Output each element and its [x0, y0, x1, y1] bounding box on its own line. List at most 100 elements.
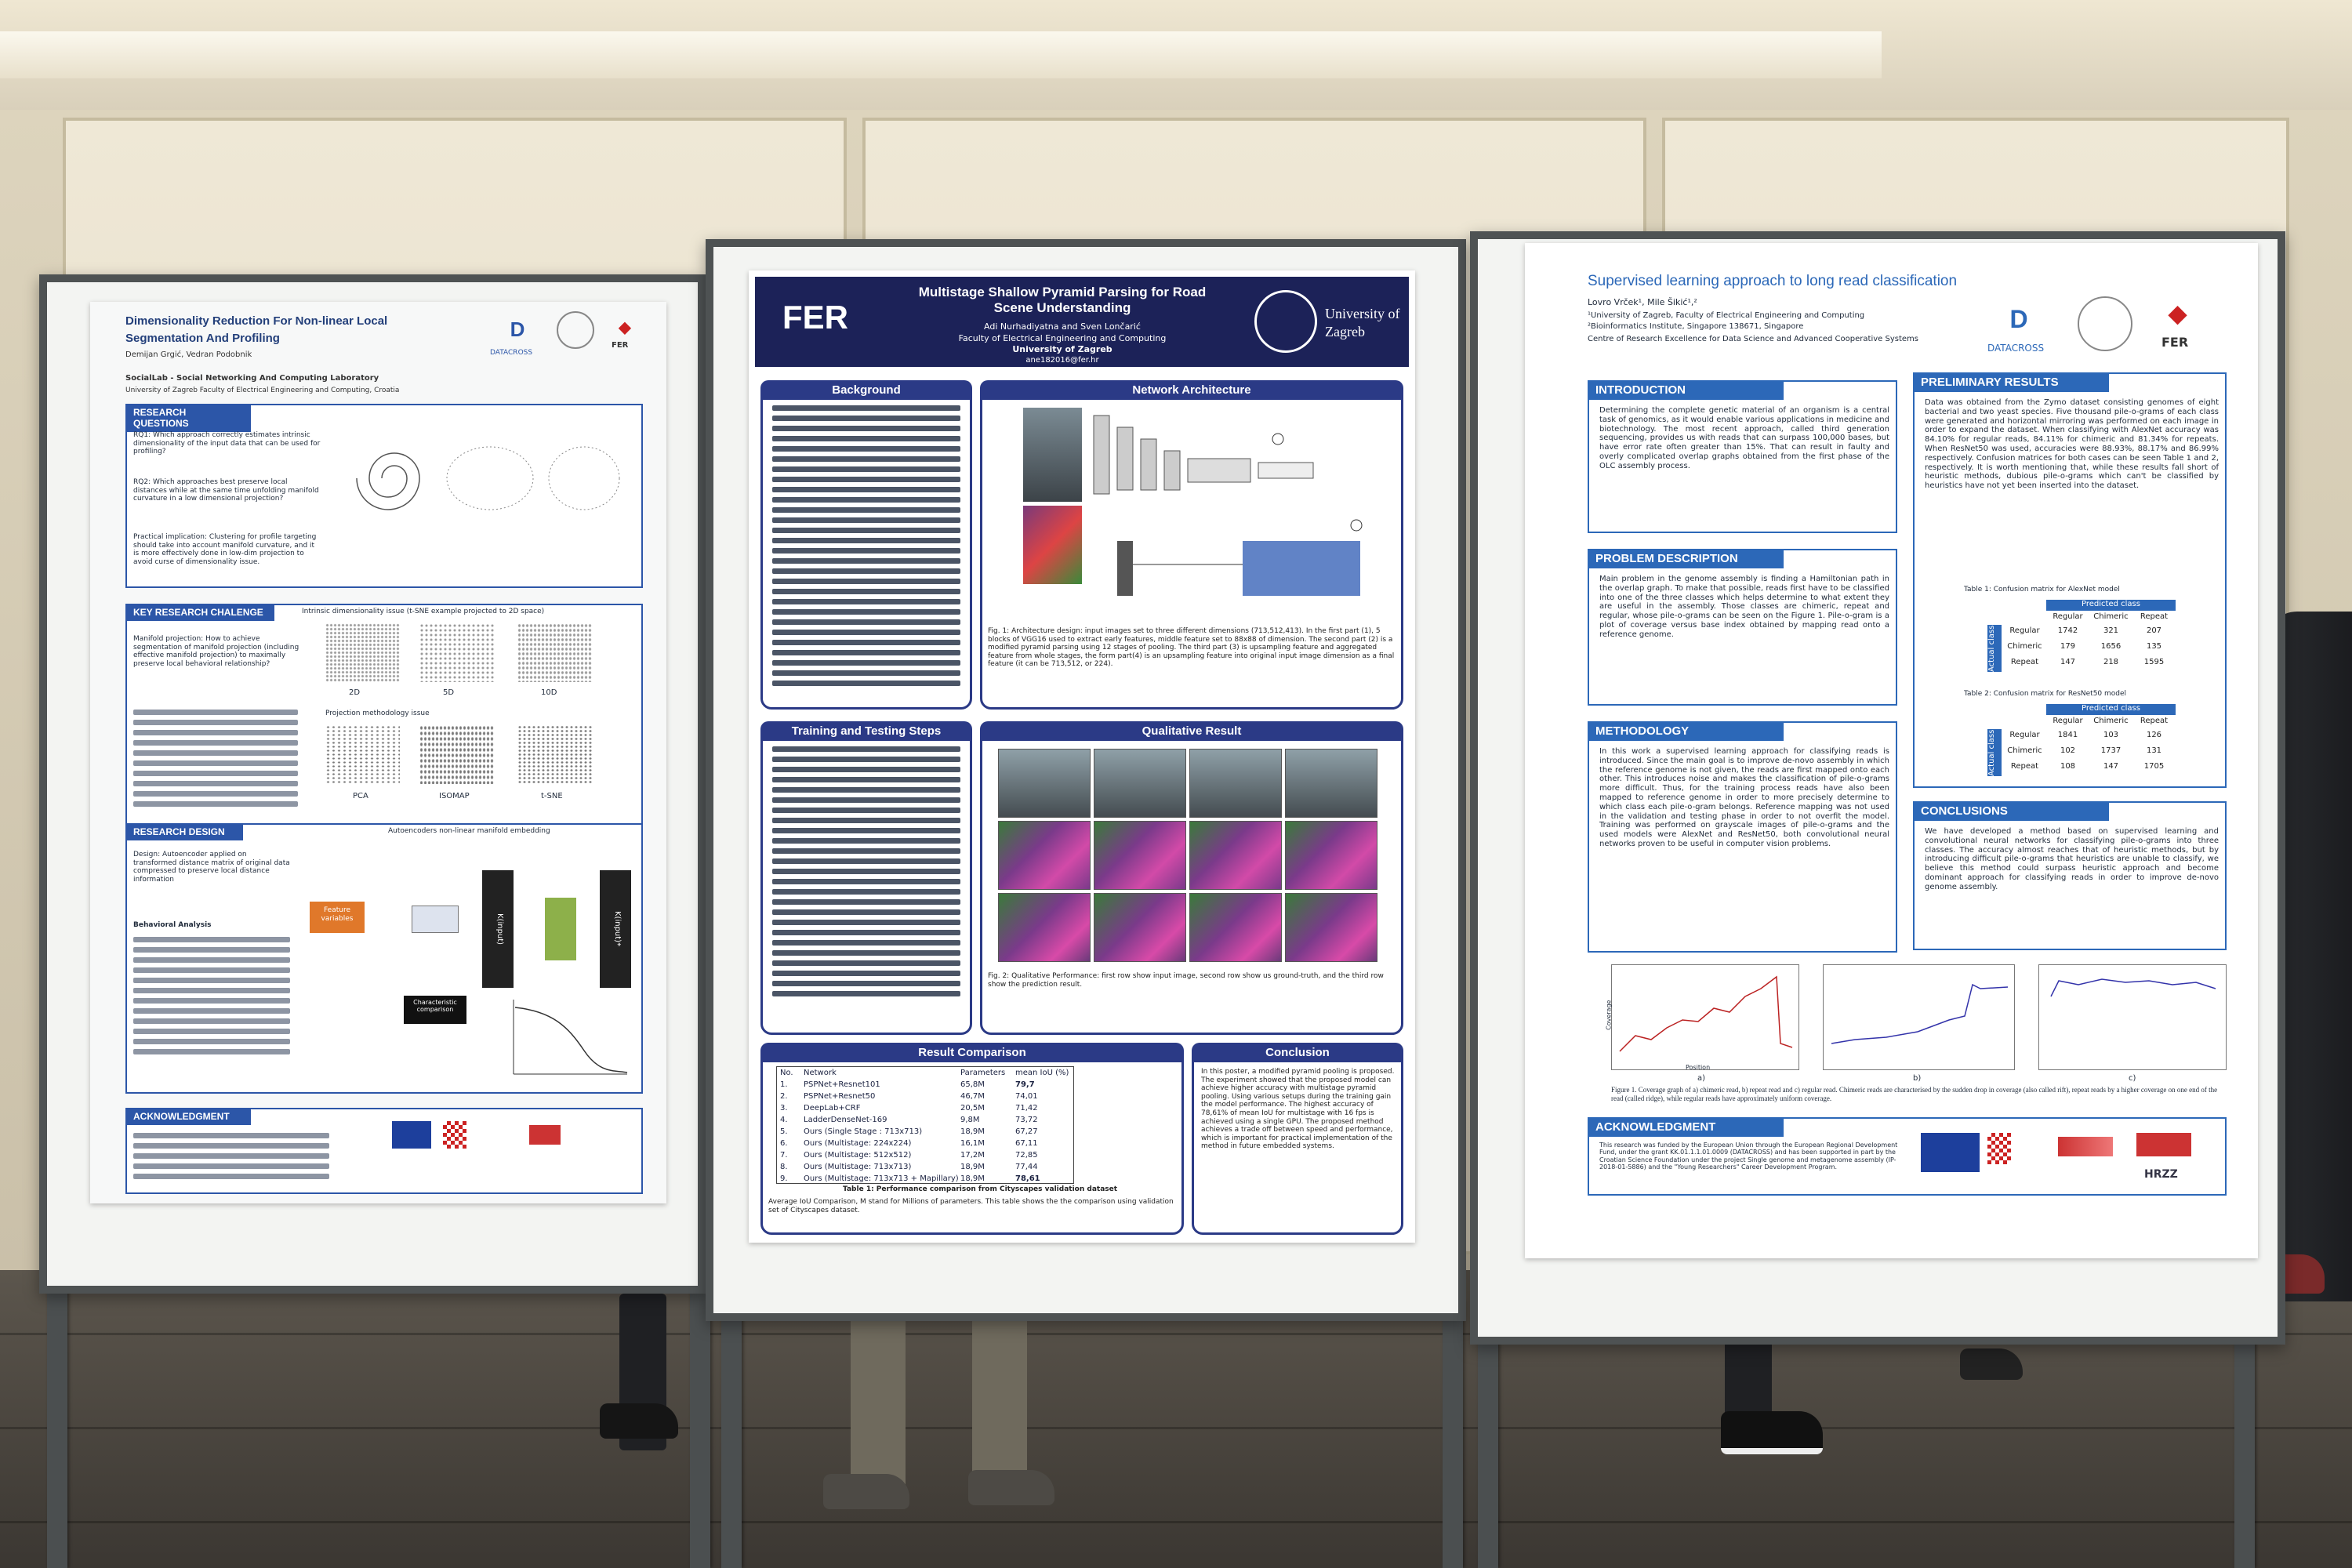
- rq1-text: RQ1: Which approach correctly estimates …: [133, 431, 321, 456]
- matrix-value: 1737: [2100, 746, 2122, 755]
- table-cell: 67,27: [1015, 1127, 1038, 1136]
- stand-leg: [721, 1301, 742, 1568]
- hrzz-logo: HRZZ: [2144, 1168, 2178, 1181]
- poster-middle-title: Multistage Shallow Pyramid Parsing for R…: [918, 285, 1207, 299]
- coverage-chart-chimeric: [1611, 964, 1799, 1070]
- table-cell: PSPNet+Resnet50: [804, 1092, 876, 1101]
- poster-middle-faculty: Faculty of Electrical Engineering and Co…: [958, 333, 1167, 343]
- table-cell: 46,7M: [960, 1092, 985, 1101]
- conclusion-box: [1192, 1043, 1403, 1235]
- behavioral-label: Behavioral Analysis: [133, 921, 212, 929]
- research-design-heading: RESEARCH DESIGN: [125, 823, 243, 840]
- actual-class-header: Actual class: [1987, 729, 2002, 776]
- autoencoders-label: Autoencoders non-linear manifold embeddi…: [388, 827, 550, 835]
- coverage-chart-regular: [2038, 964, 2227, 1070]
- table-cell: 9.: [780, 1174, 788, 1183]
- stand-leg: [2234, 1325, 2255, 1568]
- background-text: [772, 405, 960, 691]
- qualitative-image: [1285, 749, 1377, 818]
- row-label: Repeat: [2010, 658, 2039, 666]
- architecture-diagram: [1093, 415, 1363, 596]
- matrix-value: 102: [2060, 746, 2076, 755]
- predicted-class-header: Predicted class: [2046, 704, 2176, 715]
- table-header-cell: Parameters: [960, 1069, 1006, 1077]
- university-logo-text: University of: [1325, 306, 1400, 321]
- matrix-value: 108: [2060, 762, 2076, 771]
- pca-plot: [325, 725, 400, 784]
- matrix-value: 207: [2146, 626, 2162, 635]
- table-cell: 73,72: [1015, 1116, 1038, 1124]
- poster-right-aff1: ¹University of Zagreb, Faculty of Electr…: [1588, 311, 1865, 320]
- datacross-logo-icon: D: [2009, 305, 2028, 333]
- issue-label-1: Intrinsic dimensionality issue (t-SNE ex…: [302, 608, 545, 615]
- fig1-caption: Fig. 1: Architecture design: input image…: [988, 627, 1395, 669]
- matrix-value: 147: [2103, 762, 2119, 771]
- column-label: Chimeric: [2093, 612, 2129, 621]
- qualitative-image: [1189, 749, 1282, 818]
- distance-kernel-box: [412, 906, 459, 933]
- matrix-value: 179: [2060, 642, 2076, 651]
- table-cell: 7.: [780, 1151, 788, 1160]
- coverage-chart-repeat: [1823, 964, 2015, 1070]
- university-seal-icon: [2078, 296, 2132, 351]
- method-label: ISOMAP: [439, 792, 470, 800]
- table-cell: 74,01: [1015, 1092, 1038, 1101]
- introduction-box: [1588, 380, 1897, 533]
- chart-label: c): [2129, 1074, 2136, 1083]
- preliminary-text: Data was obtained from the Zymo dataset …: [1925, 398, 2219, 491]
- introduction-text: Determining the complete genetic materia…: [1599, 406, 1889, 470]
- qualitative-image: [1285, 821, 1377, 890]
- methodology-heading: METHODOLOGY: [1588, 721, 1784, 741]
- qualitative-image: [1189, 821, 1282, 890]
- matrix-value: 103: [2103, 731, 2119, 739]
- datacross-logo-label: DATACROSS: [1987, 343, 2045, 354]
- table-header-cell: mean IoU (%): [1015, 1069, 1069, 1077]
- table-cell: DeepLab+CRF: [804, 1104, 861, 1112]
- stand-leg: [47, 1254, 67, 1568]
- poster-middle-university: University of Zagreb: [1012, 344, 1112, 354]
- qualitative-image: [1094, 749, 1186, 818]
- chart-label: a): [1697, 1074, 1706, 1083]
- table-cell: 1.: [780, 1080, 788, 1089]
- table-cell: Ours (Multistage: 713x713): [804, 1163, 912, 1171]
- fig2-caption: Fig. 2: Qualitative Performance: first r…: [988, 972, 1384, 989]
- distance-preservation-chart: [513, 1000, 628, 1075]
- k-input-bar: K(input): [482, 870, 514, 988]
- eu-flag-icon: [392, 1121, 431, 1149]
- dim-label: 10D: [541, 688, 557, 697]
- predicted-class-header: Predicted class: [2046, 600, 2176, 611]
- table-cell: 2.: [780, 1092, 788, 1101]
- table-cell: 5.: [780, 1127, 788, 1136]
- poster-left-lab: SocialLab - Social Networking And Comput…: [125, 374, 379, 383]
- column-label: Chimeric: [2093, 717, 2129, 725]
- characteristic-comparison-box: Characteristic comparison: [404, 996, 466, 1024]
- poster-left-affiliation: University of Zagreb Faculty of Electric…: [125, 387, 400, 394]
- conclusion-heading: Conclusion: [1192, 1043, 1403, 1062]
- table-cell: 18,9M: [960, 1163, 985, 1171]
- design-text: Design: Autoencoder applied on transform…: [133, 851, 290, 884]
- methodology-box: [1588, 721, 1897, 953]
- poster-middle-email: ane182016@fer.hr: [1025, 356, 1099, 365]
- matrix-value: 131: [2146, 746, 2162, 755]
- table-cell: 78,61: [1015, 1174, 1040, 1183]
- figure1-caption: Figure 1. Coverage graph of a) chimeric …: [1611, 1086, 2218, 1102]
- preliminary-box: [1913, 372, 2227, 788]
- column-label: Repeat: [2140, 717, 2169, 725]
- table-cell: 6.: [780, 1139, 788, 1148]
- input-image-thumb: [1023, 408, 1082, 502]
- university-seal-icon: [557, 311, 594, 349]
- qualitative-image: [998, 749, 1091, 818]
- poster-right: Supervised learning approach to long rea…: [1525, 243, 2258, 1258]
- background-heading: Background: [760, 380, 972, 400]
- acknowledgment-heading: ACKNOWLEDGMENT: [125, 1108, 251, 1125]
- poster-left-authors: Demijan Grgić, Vedran Podobnik: [125, 350, 252, 359]
- result-comparison-heading: Result Comparison: [760, 1043, 1184, 1062]
- latent-bar: [545, 898, 576, 960]
- table-caption: Table 1: Performance comparison from Cit…: [843, 1185, 1118, 1193]
- dim-label: 2D: [349, 688, 361, 697]
- row-label: Chimeric: [2007, 642, 2042, 651]
- matrix-value: 1595: [2143, 658, 2165, 666]
- acknowledgment-text: [133, 1133, 329, 1184]
- column-label: Regular: [2053, 612, 2083, 621]
- training-text: [772, 746, 960, 1001]
